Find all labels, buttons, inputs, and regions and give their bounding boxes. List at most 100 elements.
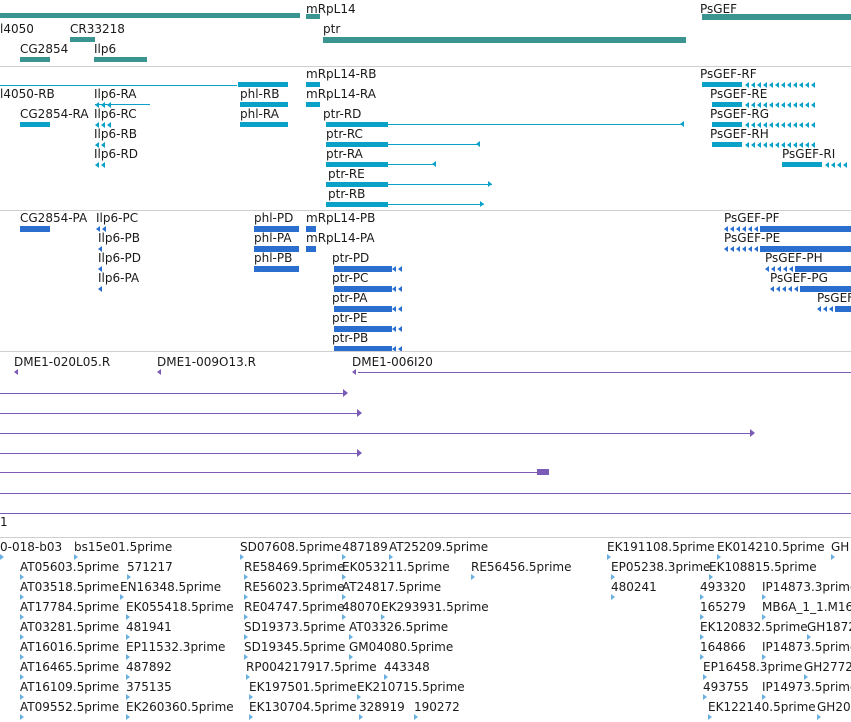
strand-arrow	[742, 246, 746, 252]
strand-arrow	[745, 82, 749, 88]
protein-feature[interactable]	[334, 346, 392, 352]
est-label: EK108815.5prime	[709, 560, 817, 574]
est-label: RP004217917.5prime	[246, 660, 377, 674]
strand-arrow	[20, 594, 24, 600]
strand-arrow	[775, 122, 779, 128]
protein-label: ptr-PA	[332, 291, 368, 305]
strand-arrow	[244, 614, 248, 620]
protein-feature[interactable]	[334, 326, 392, 332]
protein-feature[interactable]	[20, 226, 50, 232]
strand-arrow	[769, 122, 773, 128]
clone-feature[interactable]	[0, 472, 537, 473]
transcript-feature[interactable]	[326, 182, 388, 187]
clone-feature[interactable]	[0, 413, 357, 414]
transcript-feature[interactable]	[712, 102, 742, 107]
protein-label: ptr-PB	[332, 331, 369, 345]
gene-label: Ilp6	[94, 42, 117, 56]
gene-feature[interactable]	[70, 37, 95, 42]
gene-feature[interactable]	[702, 14, 851, 20]
transcript-feature[interactable]	[240, 102, 288, 107]
est-label: GM04080.5prime	[349, 640, 454, 654]
gene-label: l4050	[0, 22, 34, 36]
strand-arrow	[244, 594, 248, 600]
transcript-feature[interactable]	[388, 184, 492, 185]
strand-arrow	[730, 226, 734, 232]
transcript-feature[interactable]	[306, 102, 320, 107]
transcript-feature[interactable]	[95, 104, 150, 105]
transcript-feature[interactable]	[388, 144, 480, 145]
est-label: AT03326.5prime	[349, 620, 449, 634]
strand-arrow	[342, 554, 346, 560]
strand-arrow	[244, 574, 248, 580]
est-label: EK260360.5prime	[126, 700, 234, 714]
strand-arrow	[357, 694, 361, 700]
strand-arrow	[745, 122, 749, 128]
strand-arrow	[811, 102, 815, 108]
clone-feature[interactable]	[0, 433, 750, 434]
transcript-feature[interactable]	[702, 82, 742, 87]
protein-feature[interactable]	[254, 226, 299, 232]
gene-feature[interactable]	[0, 13, 300, 18]
clone-feature[interactable]	[0, 393, 343, 394]
protein-feature[interactable]	[760, 246, 851, 252]
protein-feature[interactable]	[795, 266, 851, 272]
transcript-feature[interactable]	[20, 122, 50, 127]
strand-arrow	[20, 714, 24, 720]
transcript-feature[interactable]	[712, 142, 742, 147]
transcript-feature[interactable]	[326, 122, 388, 127]
protein-label: ptr-PD	[332, 251, 370, 265]
protein-feature[interactable]	[334, 266, 392, 272]
transcript-feature[interactable]	[240, 122, 288, 127]
est-label: EK055418.5prime	[126, 600, 234, 614]
transcript-feature[interactable]	[306, 82, 320, 87]
est-label: 487189	[342, 540, 388, 554]
transcript-label: PsGEF-RI	[782, 147, 836, 161]
protein-feature[interactable]	[254, 246, 299, 252]
transcript-feature[interactable]	[388, 204, 484, 205]
protein-label: Ilp6-PB	[98, 231, 140, 245]
gene-feature[interactable]	[306, 14, 320, 19]
transcript-feature[interactable]	[326, 162, 388, 167]
gene-feature[interactable]	[94, 57, 147, 62]
protein-feature[interactable]	[760, 226, 851, 232]
protein-feature[interactable]	[306, 246, 316, 252]
protein-label: phl-PB	[254, 251, 293, 265]
est-label: AT17784.5prime	[20, 600, 120, 614]
transcript-feature[interactable]	[388, 164, 436, 165]
track-separator	[0, 66, 851, 67]
transcript-feature[interactable]	[326, 142, 388, 147]
protein-feature[interactable]	[334, 306, 392, 312]
strand-arrow	[793, 122, 797, 128]
clone-feature[interactable]	[0, 493, 851, 494]
protein-feature[interactable]	[800, 286, 851, 292]
protein-feature[interactable]	[835, 306, 851, 312]
transcript-feature[interactable]	[0, 85, 237, 86]
strand-arrow	[757, 142, 761, 148]
strand-arrow	[793, 142, 797, 148]
transcript-feature[interactable]	[238, 82, 288, 87]
est-label: GH1872	[807, 620, 851, 634]
transcript-label: PsGEF-RG	[710, 107, 770, 121]
gene-feature[interactable]	[20, 57, 50, 62]
strand-arrow	[127, 574, 131, 580]
clone-feature[interactable]	[0, 513, 851, 514]
strand-arrow	[708, 714, 712, 720]
transcript-feature[interactable]	[712, 122, 742, 127]
est-label: 190272	[414, 700, 460, 714]
clone-feature[interactable]	[537, 469, 549, 475]
est-label: AT16109.5prime	[20, 680, 120, 694]
protein-feature[interactable]	[306, 226, 316, 232]
clone-feature[interactable]	[0, 453, 357, 454]
est-label: 480241	[611, 580, 657, 594]
clone-label: DME1-020L05.R	[14, 355, 111, 369]
gene-feature[interactable]	[323, 37, 686, 43]
clone-feature[interactable]	[358, 372, 851, 373]
protein-feature[interactable]	[334, 286, 392, 292]
est-label: EK014210.5prime	[717, 540, 825, 554]
transcript-feature[interactable]	[326, 202, 388, 207]
transcript-feature[interactable]	[782, 162, 822, 167]
strand-arrow	[736, 246, 740, 252]
transcript-feature[interactable]	[388, 124, 684, 125]
protein-feature[interactable]	[254, 266, 299, 272]
